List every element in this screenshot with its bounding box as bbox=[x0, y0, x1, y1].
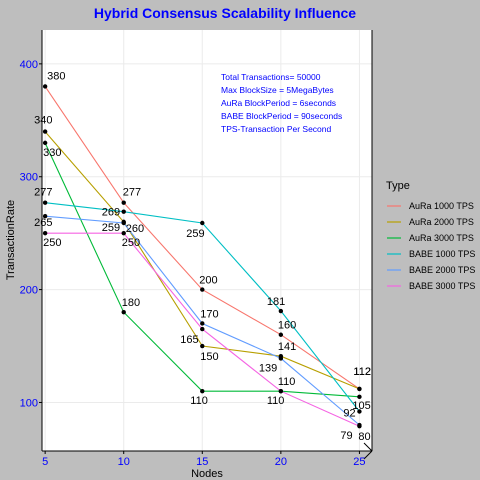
y-tick-label: 100 bbox=[20, 397, 38, 409]
y-tick-label: 300 bbox=[20, 172, 38, 184]
data-label: 79 bbox=[340, 430, 352, 442]
plot-area bbox=[42, 30, 372, 451]
data-point bbox=[42, 140, 48, 146]
data-point bbox=[121, 200, 126, 205]
data-point bbox=[200, 388, 205, 394]
x-axis-arrow-upper bbox=[363, 442, 373, 452]
data-point bbox=[357, 394, 362, 400]
y-tick-label: 200 bbox=[20, 285, 38, 297]
annotation-line: BABE BlockPeriod = 90seconds bbox=[221, 111, 342, 121]
data-point bbox=[121, 309, 126, 315]
legend-label: BABE 3000 TPS bbox=[409, 281, 475, 291]
annotation-line: Total Transactions= 50000 bbox=[221, 72, 321, 82]
legend-label: BABE 2000 TPS bbox=[409, 265, 475, 275]
x-tick-label: 10 bbox=[118, 456, 130, 468]
data-point bbox=[357, 386, 362, 392]
data-label: 150 bbox=[200, 351, 218, 363]
data-label: 92 bbox=[343, 407, 355, 419]
y-tick-labels: 100 200 300 400 bbox=[20, 59, 38, 410]
data-label: 259 bbox=[186, 228, 204, 240]
data-point bbox=[42, 84, 48, 89]
x-tick-labels: 5 10 15 20 25 bbox=[42, 456, 365, 468]
annotation-box: Total Transactions= 50000 Max BlockSize =… bbox=[221, 72, 342, 134]
data-point bbox=[200, 220, 205, 226]
data-label: 110 bbox=[190, 395, 208, 407]
x-tick-label: 5 bbox=[42, 456, 48, 468]
x-tick-label: 25 bbox=[353, 456, 365, 468]
legend-label: AuRa 2000 TPS bbox=[409, 217, 474, 227]
data-label: 110 bbox=[278, 376, 296, 388]
data-label: 250 bbox=[43, 237, 61, 249]
grid bbox=[39, 30, 372, 454]
data-point bbox=[121, 220, 126, 226]
data-label: 380 bbox=[47, 70, 65, 82]
data-point bbox=[278, 308, 284, 314]
data-label: 180 bbox=[122, 297, 140, 309]
data-point bbox=[42, 129, 48, 134]
data-label: 110 bbox=[267, 395, 285, 407]
data-points bbox=[42, 84, 362, 429]
annotation-line: AuRa BlockPeriod = 6seconds bbox=[221, 98, 336, 108]
legend-label: AuRa 1000 TPS bbox=[409, 201, 474, 211]
legend-label: BABE 1000 TPS bbox=[409, 249, 475, 259]
y-axis-label: TransactionRate bbox=[5, 200, 17, 280]
data-label: 277 bbox=[34, 187, 52, 199]
data-label: 250 bbox=[122, 237, 140, 249]
legend-title: Type bbox=[386, 180, 410, 192]
data-point bbox=[42, 230, 48, 236]
data-label: 259 bbox=[102, 222, 120, 234]
data-label: 105 bbox=[352, 400, 370, 412]
data-label: 181 bbox=[267, 296, 285, 308]
axes bbox=[41, 30, 373, 460]
data-point bbox=[200, 287, 205, 292]
data-label: 200 bbox=[199, 275, 217, 287]
data-label: 112 bbox=[353, 366, 371, 378]
x-axis-arrow-lower bbox=[363, 450, 373, 460]
data-point bbox=[200, 321, 205, 326]
data-label: 277 bbox=[123, 187, 141, 199]
data-point bbox=[278, 332, 284, 337]
data-point bbox=[357, 409, 362, 414]
legend: Type AuRa 1000 TPS AuRa 2000 TPS AuRa 3000… bbox=[386, 180, 475, 291]
x-tick-label: 20 bbox=[275, 456, 287, 468]
data-label: 160 bbox=[278, 320, 296, 332]
x-tick-label: 15 bbox=[196, 456, 208, 468]
data-point bbox=[200, 343, 205, 349]
data-label: 112 bbox=[353, 366, 371, 378]
data-label: 265 bbox=[34, 217, 52, 229]
data-label: 340 bbox=[34, 115, 52, 127]
annotation-line: TPS-Transaction Per Second bbox=[221, 124, 332, 134]
data-point bbox=[357, 423, 362, 429]
chart-title: Hybrid Consensus Scalability Influence bbox=[94, 5, 356, 21]
annotation-line: Max BlockSize = 5MegaBytes bbox=[221, 85, 334, 95]
y-tick-label: 400 bbox=[20, 59, 38, 71]
data-point bbox=[278, 356, 284, 361]
data-label: 165 bbox=[180, 334, 198, 346]
data-label: 330 bbox=[43, 147, 61, 159]
x-axis-label: Nodes bbox=[191, 468, 223, 480]
data-label: 141 bbox=[278, 341, 296, 353]
data-label: 80 bbox=[358, 431, 370, 443]
data-point bbox=[278, 388, 284, 394]
legend-label: AuRa 3000 TPS bbox=[409, 233, 474, 243]
data-point bbox=[42, 214, 48, 219]
data-label: 170 bbox=[200, 308, 218, 320]
data-label: 139 bbox=[259, 362, 277, 374]
data-point bbox=[42, 200, 48, 205]
data-point bbox=[200, 326, 205, 332]
data-point bbox=[121, 230, 126, 236]
data-point bbox=[121, 209, 126, 214]
data-label: 269 bbox=[102, 207, 120, 219]
data-label: 260 bbox=[126, 223, 144, 235]
